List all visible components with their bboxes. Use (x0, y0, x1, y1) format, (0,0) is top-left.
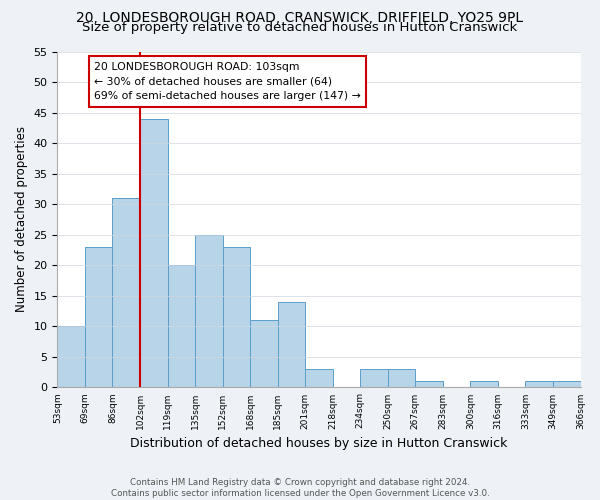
Bar (278, 302, 305, 388)
Text: Size of property relative to detached houses in Hutton Cranswick: Size of property relative to detached ho… (82, 22, 518, 35)
Bar (360, 369, 388, 388)
Bar (195, 234, 223, 388)
X-axis label: Distribution of detached houses by size in Hutton Cranswick: Distribution of detached houses by size … (130, 437, 508, 450)
Text: 20, LONDESBOROUGH ROAD, CRANSWICK, DRIFFIELD, YO25 9PL: 20, LONDESBOROUGH ROAD, CRANSWICK, DRIFF… (76, 11, 524, 25)
Bar (415, 382, 443, 388)
Bar (58, 326, 85, 388)
Bar (140, 118, 167, 388)
Y-axis label: Number of detached properties: Number of detached properties (15, 126, 28, 312)
Bar (85, 247, 112, 388)
Bar (112, 198, 140, 388)
Bar (305, 369, 333, 388)
Text: Contains HM Land Registry data © Crown copyright and database right 2024.
Contai: Contains HM Land Registry data © Crown c… (110, 478, 490, 498)
Bar (553, 382, 581, 388)
Bar (526, 382, 553, 388)
Bar (223, 247, 250, 388)
Bar (388, 369, 415, 388)
Bar (167, 266, 195, 388)
Bar (250, 320, 278, 388)
Text: 20 LONDESBOROUGH ROAD: 103sqm
← 30% of detached houses are smaller (64)
69% of s: 20 LONDESBOROUGH ROAD: 103sqm ← 30% of d… (94, 62, 361, 101)
Bar (470, 382, 498, 388)
